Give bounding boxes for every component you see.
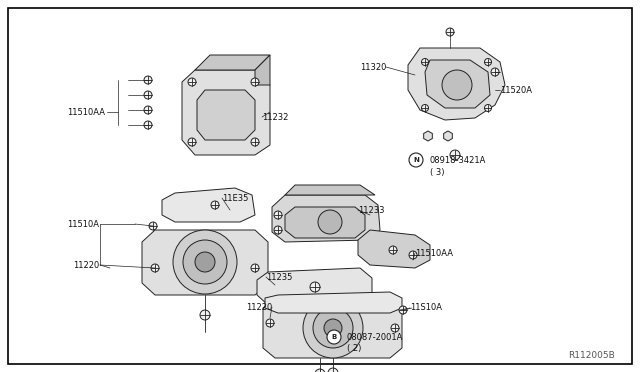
Circle shape xyxy=(391,324,399,332)
Circle shape xyxy=(144,121,152,129)
Circle shape xyxy=(491,68,499,76)
Circle shape xyxy=(409,251,417,259)
Text: ( 2): ( 2) xyxy=(347,343,362,353)
Circle shape xyxy=(251,264,259,272)
Text: 11510AA: 11510AA xyxy=(67,108,105,116)
Circle shape xyxy=(303,298,363,358)
Circle shape xyxy=(274,211,282,219)
Polygon shape xyxy=(257,268,372,305)
Polygon shape xyxy=(272,195,380,242)
Circle shape xyxy=(149,222,157,230)
Circle shape xyxy=(151,264,159,272)
Text: 11235: 11235 xyxy=(266,273,292,282)
Circle shape xyxy=(266,319,274,327)
Polygon shape xyxy=(285,207,365,238)
Polygon shape xyxy=(425,60,490,108)
Text: 11520A: 11520A xyxy=(500,86,532,94)
Text: B: B xyxy=(332,334,337,340)
Circle shape xyxy=(446,28,454,36)
Circle shape xyxy=(450,150,460,160)
Circle shape xyxy=(442,70,472,100)
Text: N: N xyxy=(413,157,419,163)
Text: 11320: 11320 xyxy=(360,62,386,71)
Circle shape xyxy=(315,369,325,372)
Circle shape xyxy=(328,368,338,372)
Circle shape xyxy=(195,252,215,272)
Circle shape xyxy=(409,153,423,167)
Text: 08087-2001A: 08087-2001A xyxy=(347,333,403,341)
Polygon shape xyxy=(285,185,375,195)
Circle shape xyxy=(324,319,342,337)
Text: 11220: 11220 xyxy=(73,260,99,269)
Text: 08918-3421A: 08918-3421A xyxy=(430,155,486,164)
Circle shape xyxy=(399,306,407,314)
Text: 11S10A: 11S10A xyxy=(410,304,442,312)
Circle shape xyxy=(274,226,282,234)
Polygon shape xyxy=(424,131,433,141)
Polygon shape xyxy=(195,55,270,70)
Polygon shape xyxy=(444,131,452,141)
Polygon shape xyxy=(263,298,402,358)
Circle shape xyxy=(422,105,429,112)
Polygon shape xyxy=(255,55,270,85)
Text: R112005B: R112005B xyxy=(568,350,615,359)
Polygon shape xyxy=(265,292,402,313)
Text: 11510AA: 11510AA xyxy=(415,248,453,257)
Text: 11233: 11233 xyxy=(358,205,385,215)
Text: 11232: 11232 xyxy=(262,112,289,122)
Circle shape xyxy=(188,138,196,146)
Circle shape xyxy=(484,105,492,112)
Circle shape xyxy=(389,246,397,254)
Circle shape xyxy=(144,106,152,114)
Text: 11220: 11220 xyxy=(246,302,272,311)
Circle shape xyxy=(173,230,237,294)
Text: 11E35: 11E35 xyxy=(222,193,248,202)
Circle shape xyxy=(211,201,219,209)
Circle shape xyxy=(327,330,341,344)
Text: ( 3): ( 3) xyxy=(430,167,445,176)
Circle shape xyxy=(313,308,353,348)
Polygon shape xyxy=(162,188,255,222)
Circle shape xyxy=(422,58,429,65)
Circle shape xyxy=(144,76,152,84)
Circle shape xyxy=(144,91,152,99)
Circle shape xyxy=(188,78,196,86)
Circle shape xyxy=(251,138,259,146)
Polygon shape xyxy=(197,90,255,140)
Circle shape xyxy=(200,310,210,320)
Circle shape xyxy=(183,240,227,284)
Polygon shape xyxy=(142,230,268,295)
Polygon shape xyxy=(358,230,430,268)
Circle shape xyxy=(310,282,320,292)
Circle shape xyxy=(484,58,492,65)
Text: 11510A: 11510A xyxy=(67,219,99,228)
Circle shape xyxy=(318,210,342,234)
Polygon shape xyxy=(408,48,505,120)
Circle shape xyxy=(251,78,259,86)
Polygon shape xyxy=(182,70,270,155)
